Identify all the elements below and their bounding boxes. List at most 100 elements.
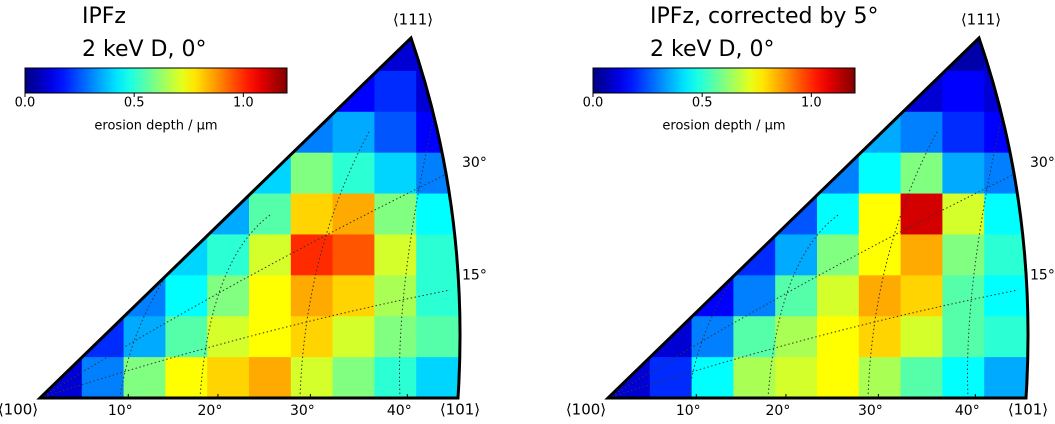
guide-line (767, 214, 839, 398)
depth-cell (165, 316, 208, 358)
depth-cell (858, 357, 902, 398)
guide-line (687, 269, 739, 398)
depth-cell (374, 357, 417, 398)
depth-cell (858, 234, 902, 276)
guide-line (119, 269, 171, 398)
depth-cell (374, 152, 417, 195)
depth-cell (691, 316, 734, 358)
guide-line (299, 129, 371, 398)
depth-cell (332, 111, 375, 154)
y-tick-label: 15° (462, 268, 487, 284)
depth-cell (123, 357, 166, 398)
depth-cell (249, 275, 292, 317)
depth-cell (900, 316, 943, 358)
colorbar-tick-label: 1.0 (801, 96, 822, 111)
colorbar-label: erosion depth / µm (94, 119, 217, 134)
depth-cell (416, 38, 459, 72)
depth-cell (858, 193, 902, 235)
depth-cell (290, 357, 334, 398)
colorbar-label: erosion depth / µm (662, 119, 785, 134)
heatmap (40, 38, 461, 398)
depth-cell (900, 193, 943, 235)
title: IPFz (82, 4, 126, 29)
depth-cell (332, 152, 375, 195)
depth-cell (165, 357, 208, 398)
depth-cell (374, 316, 417, 358)
depth-cell (207, 234, 250, 276)
x-tick-label: 10° (108, 403, 133, 419)
guide-line (40, 289, 451, 398)
depth-cell (290, 316, 334, 358)
depth-cell (332, 234, 375, 276)
depth-cell (775, 234, 818, 276)
panel: ⟨100⟩ ⟨101⟩ ⟨111⟩ 10° 20° 30° 40° 15° 30° IPFz, c… (566, 4, 1055, 419)
depth-cell (416, 234, 459, 276)
depth-cell (858, 316, 902, 358)
x-tick-label: 10° (676, 403, 701, 419)
x-tick-label: 20° (198, 403, 223, 419)
depth-cell (942, 234, 985, 276)
depth-cell (900, 275, 943, 317)
depth-cell (858, 275, 902, 317)
depth-cell (817, 316, 860, 358)
x-tick-label: 40° (955, 403, 980, 419)
triangle-outline (36, 35, 462, 400)
depth-cell (942, 152, 985, 195)
colorbar (592, 67, 856, 94)
depth-cell (984, 357, 1027, 398)
depth-cell (775, 357, 818, 398)
depth-cell (984, 38, 1027, 72)
depth-cell (416, 152, 459, 195)
depth-cell (817, 275, 860, 317)
y-tick-label: 30° (462, 155, 487, 171)
depth-cell (817, 357, 860, 398)
depth-cell (374, 234, 417, 276)
depth-cell (942, 316, 985, 358)
corner-label: ⟨100⟩ (0, 401, 38, 419)
depth-cell (649, 357, 693, 398)
x-tick-label: 30° (290, 403, 315, 419)
heatmap (608, 38, 1029, 398)
depth-cell (290, 234, 334, 276)
depth-cell (900, 234, 943, 276)
depth-cell (775, 316, 818, 358)
depth-cell (858, 152, 902, 195)
depth-cell (984, 152, 1027, 195)
depth-cell (332, 316, 375, 358)
depth-cell (984, 275, 1027, 317)
colorbar (24, 67, 288, 94)
depth-cell (691, 357, 734, 398)
subtitle: 2 keV D, 0° (82, 37, 206, 62)
guide-line (867, 129, 939, 398)
y-tick-label: 30° (1030, 155, 1055, 171)
guide-line (608, 289, 1019, 398)
depth-cell (374, 38, 417, 72)
depth-cell (249, 193, 292, 235)
corner-label: ⟨111⟩ (393, 11, 433, 29)
corner-label: ⟨111⟩ (961, 11, 1001, 29)
depth-cell (416, 316, 459, 358)
guide-line (199, 214, 271, 398)
depth-cell (332, 193, 375, 235)
colorbar-tick-label: 0.5 (692, 96, 713, 111)
corner-label: ⟨101⟩ (440, 401, 480, 419)
depth-cell (900, 111, 943, 154)
depth-cell (942, 111, 985, 154)
depth-cell (817, 234, 860, 276)
depth-cell (290, 275, 334, 317)
depth-cell (900, 357, 943, 398)
depth-cell (249, 316, 292, 358)
depth-cell (374, 193, 417, 235)
triangle-outline (604, 35, 1030, 400)
colorbar-tick-label: 0.0 (15, 96, 36, 111)
depth-cell (900, 152, 943, 195)
depth-cell (942, 357, 985, 398)
depth-cell (207, 357, 250, 398)
depth-cell (984, 316, 1027, 358)
depth-cell (374, 70, 417, 113)
depth-cell (942, 275, 985, 317)
depth-cell (942, 70, 985, 113)
depth-cell (733, 316, 776, 358)
depth-cell (123, 316, 166, 358)
